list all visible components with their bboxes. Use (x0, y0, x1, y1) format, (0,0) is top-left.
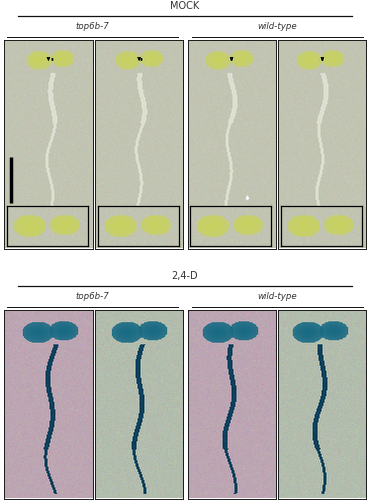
Text: wild-type: wild-type (258, 22, 297, 31)
Text: MOCK: MOCK (170, 1, 200, 11)
Text: top6b-7: top6b-7 (75, 22, 110, 31)
Text: wild-type: wild-type (258, 292, 297, 301)
Text: top6b-7: top6b-7 (75, 292, 110, 301)
Text: 2,4-D: 2,4-D (172, 271, 198, 281)
